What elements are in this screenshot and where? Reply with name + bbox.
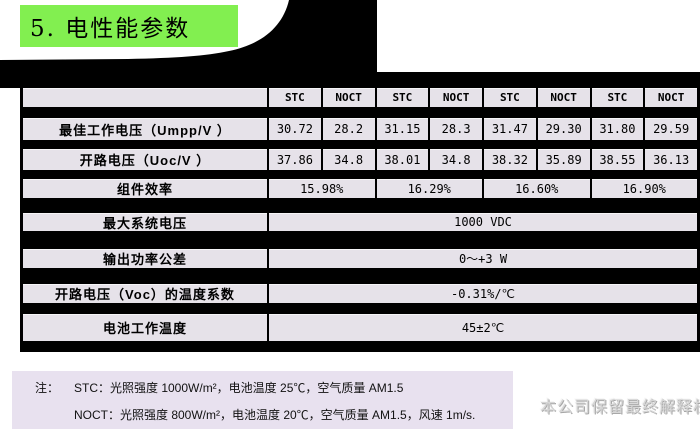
row-label: 输出功率公差 (23, 249, 267, 268)
value-cell: 38.01 (374, 149, 429, 170)
section-title: 5. 电性能参数 (30, 16, 191, 42)
value-cell: 36.13 (643, 149, 697, 170)
row-label: 电池工作温度 (23, 314, 267, 341)
value-cell: 16.90% (589, 179, 697, 198)
value-cell: 38.32 (482, 149, 536, 170)
value-cell: 16.60% (482, 179, 590, 198)
header-empty-cell (23, 88, 267, 107)
value-cell: 31.47 (482, 118, 536, 140)
row-label: 组件效率 (23, 179, 267, 198)
header-cell: STC (482, 88, 536, 107)
table-row: 开路电压（Voc）的温度系数 -0.31%/℃ (23, 284, 697, 303)
header-cell: NOCT (320, 88, 375, 107)
section-title-highlight: 5. 电性能参数 (20, 5, 238, 47)
notes-box: 注： STC：光照强度 1000W/m²，电池温度 25℃，空气质量 AM1.5… (12, 371, 513, 429)
note-noct-conditions: NOCT：光照强度 800W/m²，电池温度 20℃，空气质量 AM1.5，风速… (74, 408, 476, 422)
table-row: 电池工作温度 45±2℃ (23, 314, 697, 341)
value-cell: 28.3 (428, 118, 482, 140)
watermark-text: 本公司保留最终解释权 (540, 399, 700, 416)
value-cell: 31.80 (589, 118, 644, 140)
header-cell: NOCT (643, 88, 697, 107)
row-label: 最佳工作电压（Umpp/V ） (23, 118, 267, 140)
value-cell: 15.98% (267, 179, 375, 198)
value-cell: 16.29% (374, 179, 482, 198)
value-cell: 34.8 (428, 149, 482, 170)
value-cell: 45±2℃ (267, 314, 697, 341)
header-cell: NOCT (535, 88, 590, 107)
value-cell: 28.2 (320, 118, 375, 140)
row-label: 开路电压（Uoc/V ） (23, 149, 267, 170)
value-cell: 1000 VDC (267, 213, 697, 231)
value-cell: 29.30 (535, 118, 590, 140)
electrical-parameters-table: STC NOCT STC NOCT STC NOCT STC NOCT 最佳工作… (20, 88, 700, 352)
value-cell: 35.89 (535, 149, 590, 170)
header-cell: STC (589, 88, 644, 107)
value-cell: 37.86 (267, 149, 321, 170)
value-cell: 34.8 (320, 149, 375, 170)
header-cell: STC (374, 88, 429, 107)
header-cell: NOCT (428, 88, 482, 107)
value-cell: 38.55 (589, 149, 644, 170)
ink-blob-shape (0, 0, 700, 88)
table-row: 最大系统电压 1000 VDC (23, 213, 697, 231)
value-cell: 29.59 (643, 118, 697, 140)
row-label: 最大系统电压 (23, 213, 267, 231)
value-cell: 0～+3 W (267, 249, 697, 268)
header-cell: STC (267, 88, 321, 107)
table-header-row: STC NOCT STC NOCT STC NOCT STC NOCT (23, 88, 697, 107)
table-row: 组件效率 15.98% 16.29% 16.60% 16.90% (23, 179, 697, 198)
table-row: 开路电压（Uoc/V ） 37.86 34.8 38.01 34.8 38.32… (23, 149, 697, 170)
value-cell: -0.31%/℃ (267, 284, 697, 303)
table-row: 最佳工作电压（Umpp/V ） 30.72 28.2 31.15 28.3 31… (23, 118, 697, 140)
value-cell: 31.15 (374, 118, 429, 140)
table-row: 输出功率公差 0～+3 W (23, 249, 697, 268)
row-label: 开路电压（Voc）的温度系数 (23, 284, 267, 303)
note-prefix: 注： (35, 381, 60, 395)
value-cell: 30.72 (267, 118, 321, 140)
note-stc-conditions: STC：光照强度 1000W/m²，电池温度 25℃，空气质量 AM1.5 (74, 381, 404, 395)
